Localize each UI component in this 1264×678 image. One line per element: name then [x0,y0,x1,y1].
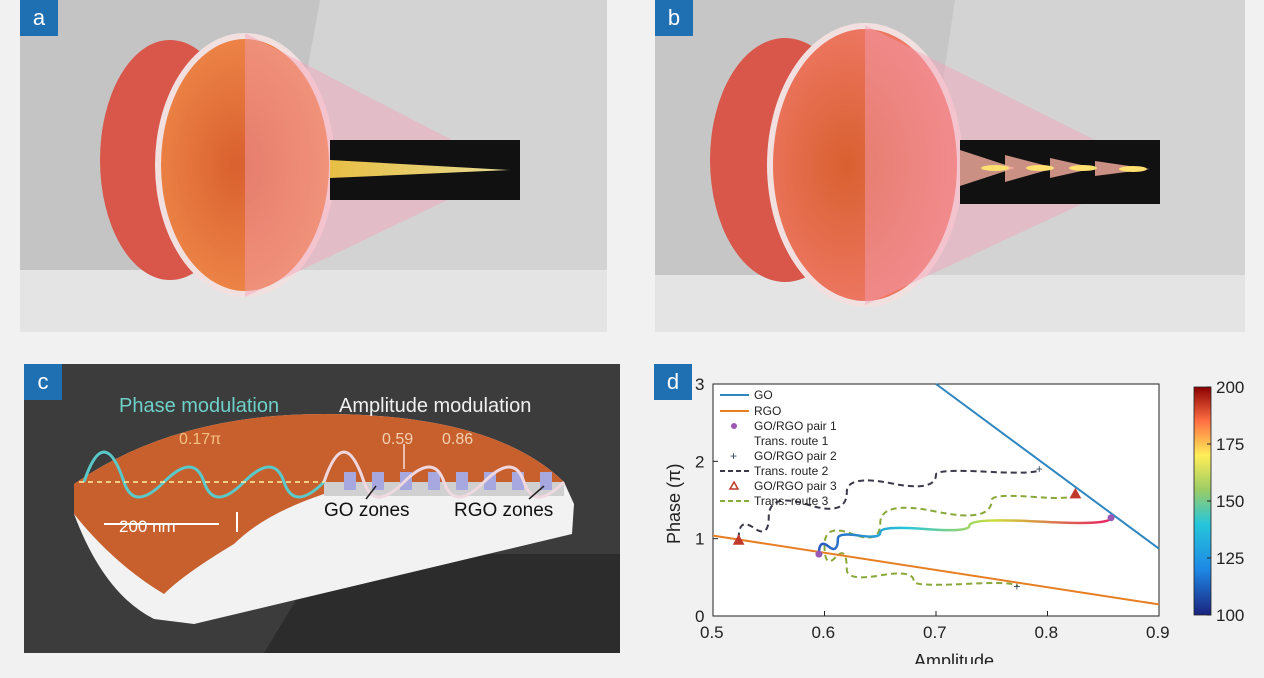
phase-amplitude-chart: + + 0.5 0.6 0.7 0.8 0.9 0 1 2 3 GO RGO GO/RGO pai… [664,375,1244,664]
pair-1-point [815,550,823,558]
panel-b: b [655,0,1245,332]
lens-surface [74,414,564,594]
panel-b-label: b [655,0,693,36]
rgo-line [712,534,1160,606]
legend-pair1: GO/RGO pair 1 [754,419,837,433]
panel-d: + + 0.5 0.6 0.7 0.8 0.9 0 1 2 3 GO RGO GO/RGO pai… [654,364,1254,664]
panel-c-label: c [24,364,62,400]
legend-route2: Trans. route 2 [754,464,829,478]
trans-route-1-line [817,517,1113,555]
pair-3-point [1069,487,1082,499]
pair-1-point [1107,514,1115,522]
legend: GO RGO GO/RGO pair 1 Trans. route 1 + GO… [720,388,837,508]
colorbar-tick-label: 125 [1216,549,1244,568]
colorbar-tick-label: 100 [1216,606,1244,625]
legend-pair3: GO/RGO pair 3 [754,479,837,493]
x-tick-label: 0.5 [700,623,724,642]
focal-spot [1069,165,1097,171]
trans-route-2-line [737,468,1041,539]
focal-line [330,160,510,178]
svg-text:+: + [730,449,737,463]
x-tick-label: 0.6 [812,623,836,642]
amplitude-modulation-title: Amplitude modulation [339,395,531,417]
legend-route1: Trans. route 1 [754,434,829,448]
y-tick-label: 2 [695,452,704,471]
y-axis-label: Phase (π) [664,464,684,544]
amplitude-value-2: 0.86 [442,431,473,448]
y-tick-label: 3 [695,375,704,394]
panel-c: Phase modulation Amplitude modulation 0.… [24,364,620,653]
y-tick-label: 1 [695,530,704,549]
legend-rgo: RGO [754,404,781,418]
phase-modulation-title: Phase modulation [119,395,279,417]
colorbar-tick-label: 150 [1216,492,1244,511]
x-tick-label: 0.7 [923,623,947,642]
focal-spot [1026,165,1054,171]
go-line [935,383,1160,550]
scale-label: 200 nm [119,517,176,536]
phase-value: 0.17π [179,431,221,448]
x-axis-label: Amplitude [914,651,994,664]
x-tick-label: 0.8 [1035,623,1059,642]
y-tick-label: 0 [695,607,704,626]
focal-spot [981,165,1009,171]
lens-face [161,39,329,291]
focal-spot [1119,166,1147,172]
legend-route3: Trans. route 3 [754,494,829,508]
colorbar-tick-label: 200 [1216,378,1244,397]
legend-pair2: GO/RGO pair 2 [754,449,837,463]
legend-go: GO [754,388,773,402]
phase-wave [82,450,326,499]
panel-a-render [20,0,607,332]
x-tick-label: 0.9 [1146,623,1170,642]
rgo-zones-label: RGO zones [454,500,553,521]
panel-a-label: a [20,0,58,36]
go-zones-label: GO zones [324,500,410,521]
pair-2-point: + [1013,580,1020,594]
amplitude-wave [322,450,566,499]
colorbar-tick-label: 175 [1216,435,1244,454]
panel-c-render: Phase modulation Amplitude modulation 0.… [24,364,620,653]
panel-b-render [655,0,1245,332]
lens-face [773,29,957,301]
amplitude-value-1: 0.59 [382,431,413,448]
panel-a: a [20,0,607,332]
pair-3-point [732,534,745,545]
panel-d-label: d [654,364,692,400]
pair-2-point: + [1036,462,1043,476]
